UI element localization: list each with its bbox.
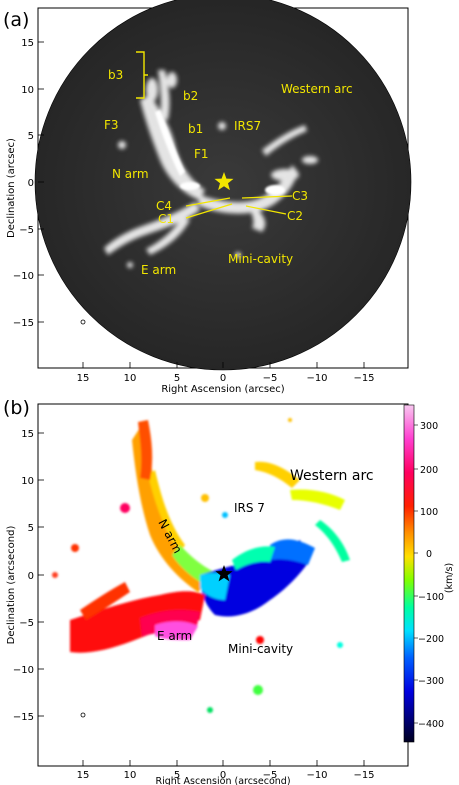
label-e-arm: E arm bbox=[141, 263, 176, 277]
label-c2: C2 bbox=[287, 209, 303, 223]
ylabel-b: Declination (arcsecond) bbox=[6, 526, 17, 645]
b3-bracket bbox=[136, 51, 148, 99]
xtick-a: 15 bbox=[77, 373, 90, 384]
label-f1: F1 bbox=[194, 147, 209, 161]
ytick-a: −15 bbox=[13, 318, 34, 329]
beam-marker-b bbox=[80, 712, 86, 718]
label-western-arc-b: Western arc bbox=[290, 468, 374, 484]
star-marker-a bbox=[214, 172, 234, 191]
xtick-b: 15 bbox=[77, 770, 90, 781]
label-n-arm: N arm bbox=[112, 167, 149, 181]
xtick-a: 10 bbox=[124, 373, 137, 384]
xtick-a: −5 bbox=[263, 373, 278, 384]
label-western-arc: Western arc bbox=[281, 82, 353, 96]
colorbar: 300 200 100 0 −100 −200 −300 −400 (km/s) bbox=[403, 404, 455, 743]
ytick-b: 10 bbox=[21, 476, 34, 487]
xlabel-b: Right Ascension (arcsecond) bbox=[155, 776, 290, 785]
colorbar-tick: 300 bbox=[420, 421, 438, 432]
velocity-map bbox=[52, 418, 350, 713]
colorbar-tick: −300 bbox=[418, 676, 444, 687]
label-c1: C1 bbox=[158, 212, 174, 226]
ytick-a: 15 bbox=[21, 38, 34, 49]
x-axis-a bbox=[82, 362, 365, 368]
label-mini-cavity: Mini-cavity bbox=[228, 252, 293, 266]
label-irs7: IRS7 bbox=[234, 119, 261, 133]
xtick-a: −15 bbox=[353, 373, 374, 384]
colorbar-label: (km/s) bbox=[444, 563, 455, 593]
ytick-a: 0 bbox=[28, 178, 34, 189]
xtick-a: 0 bbox=[220, 373, 226, 384]
colorbar-tick: 0 bbox=[426, 549, 432, 560]
label-b2: b2 bbox=[183, 89, 198, 103]
ylabel-a: Declination (arcsec) bbox=[6, 138, 17, 238]
ytick-b: 0 bbox=[28, 571, 34, 582]
y-axis-a bbox=[38, 41, 44, 323]
panel-b-label: (b) bbox=[3, 397, 30, 419]
label-mini-cavity-b: Mini-cavity bbox=[228, 642, 293, 656]
xtick-b: −15 bbox=[353, 770, 374, 781]
panel-a-image bbox=[35, 0, 411, 370]
xtick-b: 5 bbox=[174, 770, 180, 781]
ytick-a: −10 bbox=[13, 271, 34, 282]
label-irs7-b: IRS 7 bbox=[234, 501, 265, 515]
ytick-b: 15 bbox=[21, 429, 34, 440]
colorbar-gradient bbox=[403, 404, 415, 743]
xtick-b: 10 bbox=[124, 770, 137, 781]
label-c4: C4 bbox=[156, 199, 172, 213]
ytick-a: 10 bbox=[21, 85, 34, 96]
label-b1: b1 bbox=[188, 122, 203, 136]
label-e-arm-b: E arm bbox=[157, 629, 192, 643]
panel-b: (b) bbox=[3, 397, 455, 785]
ytick-a: 5 bbox=[28, 131, 34, 142]
colorbar-tick: 200 bbox=[420, 465, 438, 476]
c-leader-lines bbox=[185, 195, 293, 219]
colorbar-tick: −400 bbox=[418, 719, 444, 730]
xtick-a: 5 bbox=[174, 373, 180, 384]
label-c3: C3 bbox=[292, 189, 308, 203]
ytick-b: −10 bbox=[13, 665, 34, 676]
panel-a: (a) bbox=[3, 0, 412, 395]
colorbar-tick: 100 bbox=[420, 507, 438, 518]
xtick-b: −10 bbox=[306, 770, 327, 781]
panel-a-label: (a) bbox=[3, 9, 29, 31]
xlabel-a: Right Ascension (arcsec) bbox=[161, 384, 284, 395]
ytick-b: −5 bbox=[19, 618, 34, 629]
x-axis-b bbox=[82, 760, 365, 766]
xtick-b: −5 bbox=[263, 770, 278, 781]
ytick-a: −5 bbox=[19, 225, 34, 236]
y-axis-b bbox=[38, 432, 44, 717]
beam-marker-a bbox=[80, 319, 86, 325]
colorbar-tick: −100 bbox=[418, 592, 444, 603]
xtick-b: 0 bbox=[220, 770, 226, 781]
xtick-a: −10 bbox=[306, 373, 327, 384]
ytick-b: −15 bbox=[13, 712, 34, 723]
star-marker-b bbox=[215, 565, 233, 582]
label-b3: b3 bbox=[108, 68, 123, 82]
ytick-b: 5 bbox=[28, 523, 34, 534]
colorbar-tick: −200 bbox=[418, 634, 444, 645]
label-f3: F3 bbox=[104, 118, 119, 132]
